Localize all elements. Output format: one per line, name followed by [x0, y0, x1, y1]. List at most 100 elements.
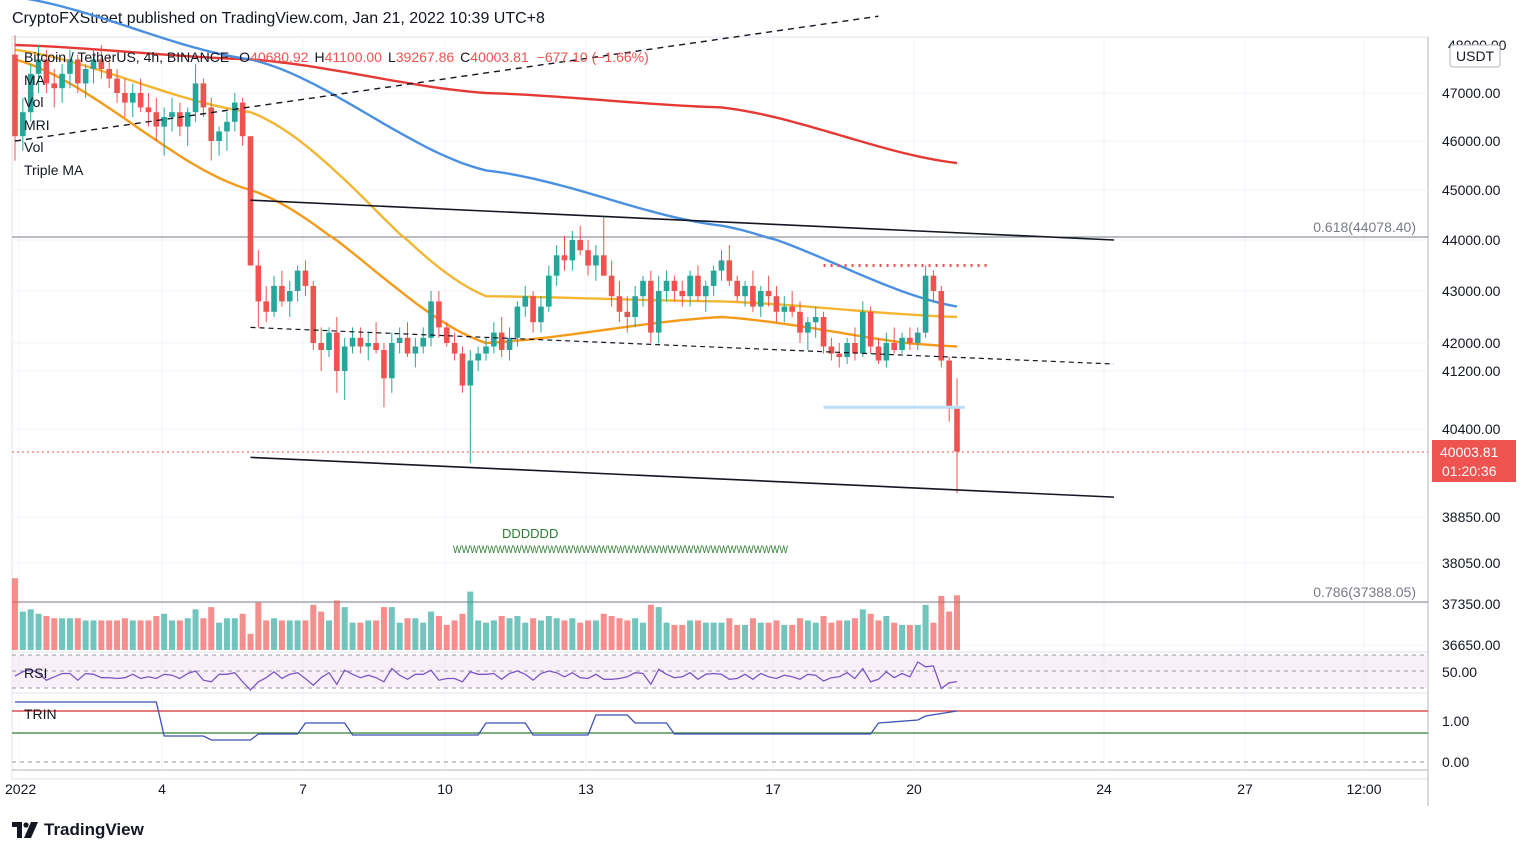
candle [765, 275, 772, 307]
candle [271, 275, 277, 317]
candle [757, 285, 764, 317]
volume-bar [789, 624, 796, 650]
volume-bar [514, 616, 521, 650]
volume-bar [435, 616, 442, 650]
currency-badge[interactable] [1449, 44, 1501, 68]
last-price-value: 40003.81 [1440, 444, 1499, 460]
volume-bar [946, 611, 953, 650]
volume-bar [231, 618, 238, 650]
candle [553, 245, 560, 286]
candle [679, 280, 686, 307]
volume-bar [278, 620, 285, 650]
candle [483, 337, 489, 361]
volume-bar [883, 616, 890, 650]
candle [852, 327, 858, 361]
candle [561, 235, 568, 271]
ohlc-legend: Bitcoin / TetherUS, 4h, BINANCE O40680.92… [24, 49, 649, 65]
tradingview-footer[interactable]: TradingView [12, 820, 144, 840]
volume-bar [765, 622, 772, 650]
volume-bar [90, 620, 97, 650]
trin-tick-0: 0.00 [1442, 754, 1469, 770]
volume-bar [797, 618, 803, 650]
drawings: DDDDDD WWWWWWWWWWWWWWWWWWWWWWWWWWWWWWWWWW… [14, 15, 1115, 556]
channel-lower-line [250, 456, 1115, 498]
volume-bar [553, 618, 560, 650]
indicator-triple-ma[interactable]: Triple MA [24, 162, 84, 178]
volume-bar [19, 611, 26, 650]
candle [593, 245, 599, 281]
volume-bar [694, 620, 701, 650]
candle [169, 97, 175, 132]
volume-bar [671, 624, 678, 650]
candle [883, 332, 890, 368]
indicator-vol[interactable]: Vol [24, 94, 43, 110]
candle [302, 260, 309, 297]
volume-bar [718, 622, 725, 650]
candle [530, 291, 536, 333]
candle [12, 35, 18, 161]
volume-bar [396, 622, 403, 650]
candle [750, 270, 756, 312]
candle [875, 337, 882, 364]
candle [263, 285, 269, 323]
candle [467, 350, 474, 464]
volume-bar [51, 618, 58, 650]
volume-bar [812, 622, 819, 650]
volume-bar [200, 618, 207, 650]
candle [443, 322, 450, 347]
indicator-vol-2[interactable]: Vol [24, 139, 43, 155]
ma-yellow-line [14, 48, 958, 319]
time-tick: 24 [1096, 781, 1112, 797]
volume-bar [899, 624, 906, 650]
candle [129, 83, 136, 117]
volume-bar [804, 620, 811, 650]
volume-bar [302, 620, 309, 650]
candle [67, 49, 73, 89]
candle [907, 327, 913, 350]
time-tick: 10 [437, 781, 453, 797]
volume-bar [161, 613, 168, 650]
candle [279, 270, 285, 307]
volume-bar [43, 616, 50, 650]
last-price-tag [1432, 440, 1516, 482]
candle [451, 332, 458, 361]
candle [200, 78, 207, 117]
candle [184, 107, 191, 146]
candle [820, 311, 827, 354]
candle [930, 270, 937, 302]
volume-bar [349, 622, 356, 650]
indicator-ma[interactable]: MA [24, 72, 46, 88]
volume-bar [357, 622, 364, 650]
volume-bar [380, 607, 387, 650]
volume-bar [467, 591, 474, 650]
indicator-mri[interactable]: MRI [24, 117, 50, 133]
candle [860, 301, 866, 357]
price-tick: 47000.00 [1442, 85, 1501, 101]
candle [334, 317, 340, 393]
time-tick: 12:00 [1346, 781, 1381, 797]
volume-bar [420, 622, 427, 650]
candle [216, 126, 222, 156]
volume-bar [318, 611, 325, 650]
volume-bar [569, 618, 576, 650]
candle [51, 69, 58, 108]
candle [538, 296, 544, 333]
candle [632, 285, 638, 328]
candle [75, 54, 81, 93]
volume-bar [121, 618, 128, 650]
candle [608, 260, 615, 307]
volume-bar [106, 620, 113, 650]
candle [546, 265, 552, 312]
candle [161, 107, 167, 156]
candle [946, 357, 952, 422]
candle [326, 327, 332, 357]
volume-bar [828, 622, 835, 650]
candle [145, 93, 152, 127]
volume-bar [326, 620, 332, 650]
volume-bar [600, 613, 607, 650]
candle [396, 327, 403, 354]
candle [624, 296, 631, 333]
rsi-line [14, 661, 958, 691]
volume-bar [561, 620, 568, 650]
